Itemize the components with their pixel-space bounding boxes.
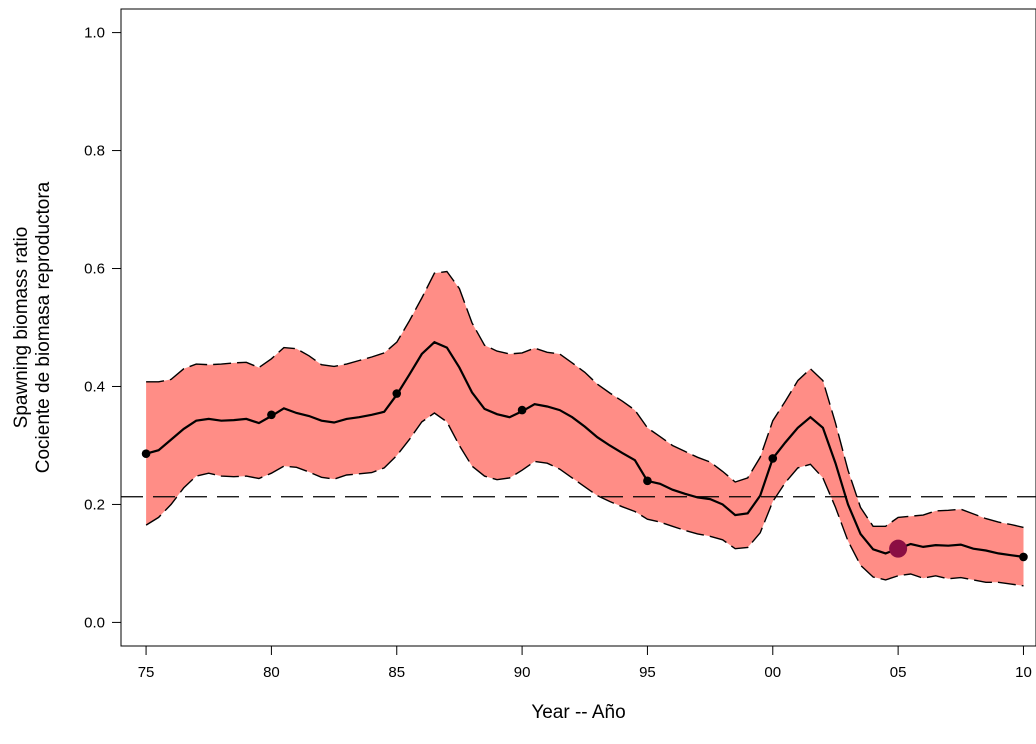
- x-tick-label: 85: [388, 664, 405, 681]
- marked-point: [141, 449, 151, 459]
- y-tick-label: 0.6: [84, 261, 105, 278]
- marked-point: [517, 405, 527, 415]
- x-axis: 75 80 85 90 95 00 05 10: [138, 646, 1032, 681]
- marked-point: [392, 389, 402, 398]
- marked-point: [643, 476, 652, 486]
- upper-bound-line: [146, 270, 1024, 529]
- y-tick-label: 0.0: [84, 614, 105, 631]
- marked-point: [267, 410, 276, 420]
- confidence-band: [146, 271, 1024, 586]
- plot-frame: [120, 8, 1036, 647]
- bound-lines-layer: [145, 270, 1024, 587]
- x-axis-title: Year -- Año: [531, 702, 625, 723]
- estimate-line: [145, 340, 1024, 558]
- y-tick-label: 0.2: [84, 496, 105, 513]
- y-tick-label: 1.0: [84, 25, 105, 42]
- x-tick-label: 90: [514, 664, 531, 681]
- x-tick-label: 05: [890, 664, 907, 681]
- x-tick-label: 80: [263, 664, 280, 681]
- y-axis: 0.0 0.2 0.4 0.6 0.8 1.0: [84, 25, 121, 631]
- y-axis-title-line-1: Spawning biomass ratio: [11, 227, 32, 429]
- highlight-point-layer: [889, 539, 908, 558]
- marked-point: [768, 454, 778, 463]
- x-tick-label: 00: [764, 664, 781, 681]
- y-tick-label: 0.8: [84, 143, 105, 160]
- lower-bound-line: [145, 412, 1024, 587]
- y-axis-title-line-2: Cociente de biomasa reproductora: [33, 181, 54, 473]
- confidence-band-layer: [146, 271, 1024, 586]
- estimate-line-layer: [145, 340, 1024, 558]
- marked-points: [141, 389, 1028, 562]
- x-tick-label: 75: [138, 664, 155, 681]
- highlight-point: [889, 539, 908, 558]
- y-tick-label: 0.4: [84, 378, 105, 395]
- x-tick-label: 10: [1015, 664, 1032, 681]
- x-tick-label: 95: [639, 664, 656, 681]
- marked-point: [1019, 552, 1028, 562]
